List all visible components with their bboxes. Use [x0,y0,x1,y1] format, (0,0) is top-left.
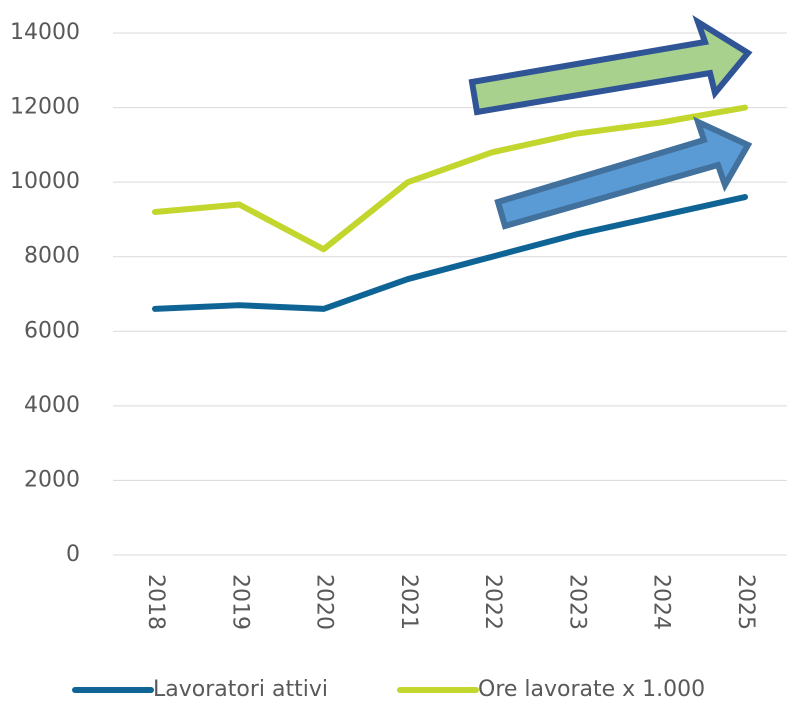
y-tick-label: 2000 [24,467,80,492]
legend-label: Lavoratori attivi [153,677,328,702]
x-tick-label: 2023 [564,574,589,630]
y-tick-label: 12000 [10,95,80,120]
y-tick-label: 14000 [10,20,80,45]
arrow [468,14,753,116]
y-tick-label: 0 [66,542,80,567]
legend: Lavoratori attivi Ore lavorate x 1.000 [72,677,705,702]
x-tick-label: 2021 [396,574,421,630]
series-line [152,104,748,253]
arrow [494,116,753,230]
x-tick-label: 2024 [649,574,674,630]
x-tick-label: 2018 [143,574,168,630]
trend-arrow-blue [494,116,753,230]
trend-arrow-green [468,14,753,116]
y-tick-label: 10000 [10,169,80,194]
x-tick-label: 2020 [312,574,337,630]
y-tick-label: 4000 [24,393,80,418]
x-tick-label: 2019 [227,574,252,630]
y-tick-label: 6000 [24,318,80,343]
legend-label: Ore lavorate x 1.000 [478,677,705,702]
series-line [152,194,748,312]
x-tick-label: 2022 [480,574,505,630]
plot-area: 0 2000 4000 6000 8000 10000 12000 14000 2018 2019… [10,20,787,630]
y-tick-label: 8000 [24,244,80,269]
x-tick-label: 2025 [733,574,758,630]
